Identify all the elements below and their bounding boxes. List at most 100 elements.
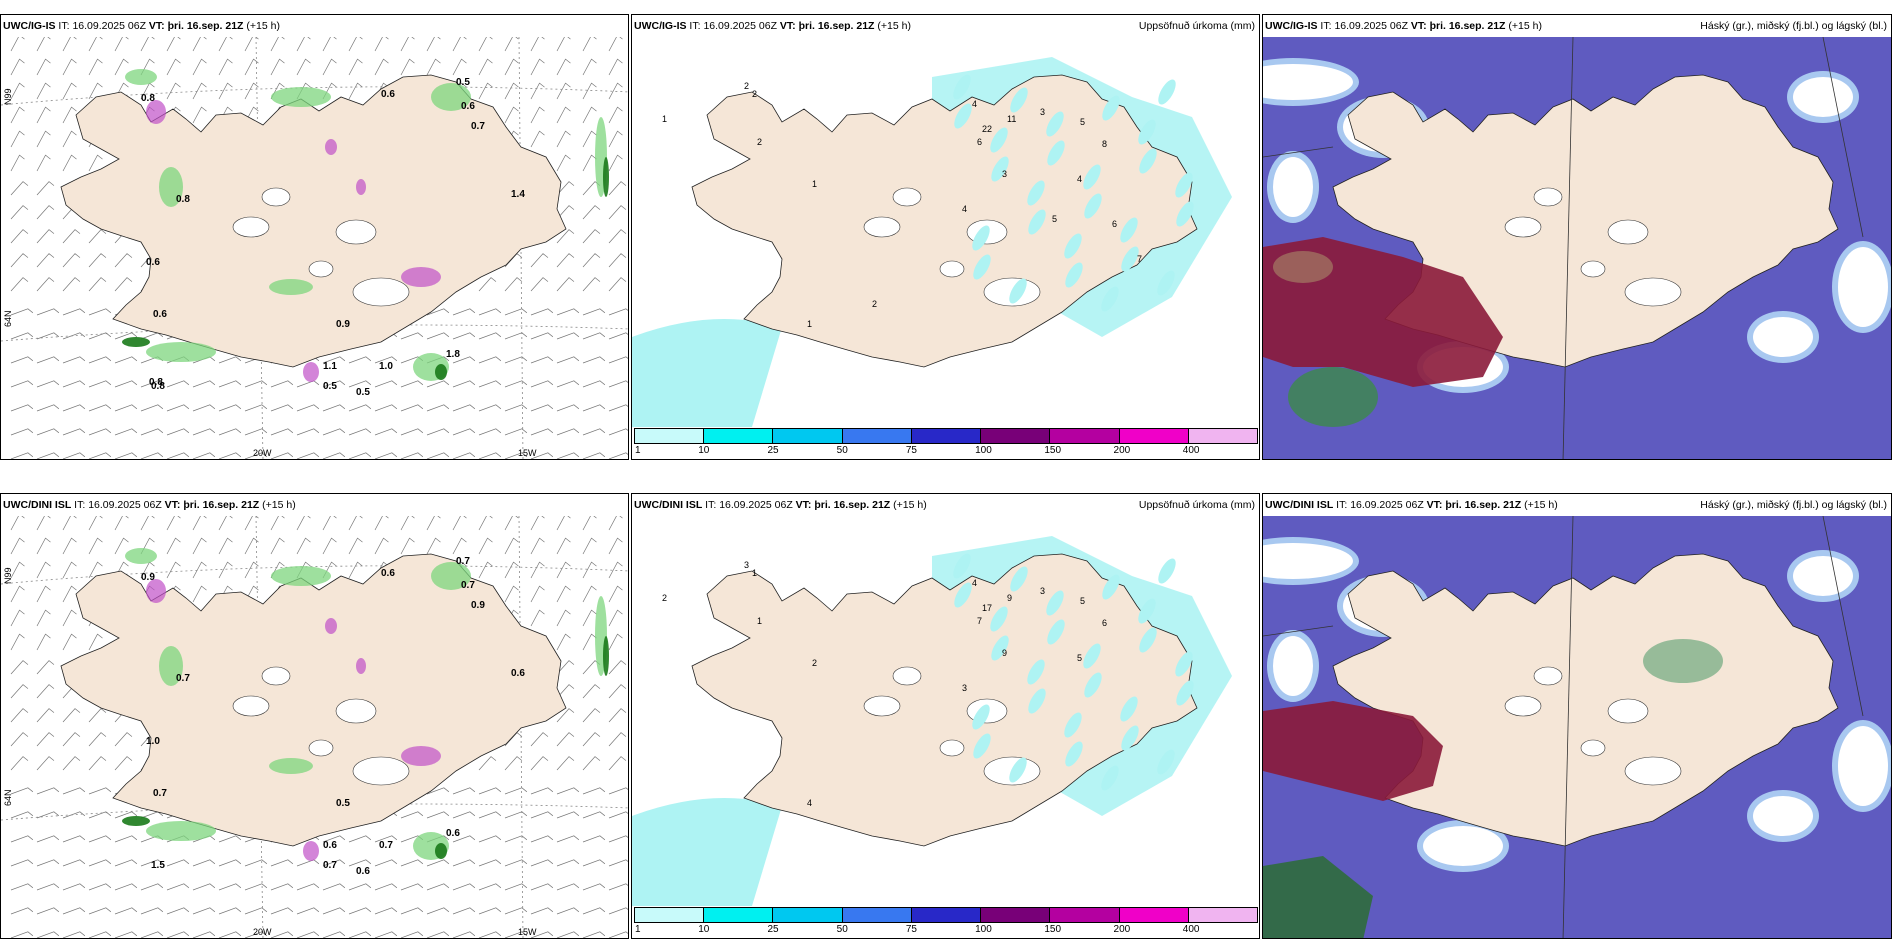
wind-barb (556, 428, 580, 436)
wind-barb (62, 229, 81, 244)
wind-barb (452, 835, 476, 843)
wind-barb (478, 516, 493, 531)
precip-value-label: 3 (962, 683, 967, 693)
colorbar-swatch (1049, 428, 1120, 444)
wind-barb (556, 452, 580, 459)
wind-barb (62, 537, 77, 555)
precip-value-label: 6 (1112, 219, 1117, 229)
wind-barb (140, 404, 164, 412)
wind-barb (10, 633, 25, 651)
precip-value-label: 7 (1137, 254, 1142, 264)
wind-barb (608, 859, 628, 867)
precip-value-label: 9 (1002, 648, 1007, 658)
wind-barb (244, 452, 268, 459)
wind-barb (166, 58, 181, 76)
wind-barb (244, 907, 268, 915)
colorbar-tick-label: 75 (905, 924, 917, 935)
wind-barb (322, 835, 346, 843)
colorbar-tick-label: 10 (698, 445, 710, 456)
iceland-landmass (1332, 553, 1839, 847)
wind-barb (452, 931, 476, 938)
wind-barb (218, 404, 242, 412)
wind-barb (556, 660, 575, 675)
wind-barb (114, 37, 129, 52)
wind-barb (400, 452, 424, 459)
colorbar-swatch (634, 907, 705, 923)
wind-barb (88, 308, 112, 316)
wind-barb (608, 58, 623, 76)
wind-barb (62, 931, 86, 938)
wind-barb (582, 58, 597, 76)
wind-barb (114, 537, 129, 555)
model-name: UWC/DINI ISL (634, 499, 703, 511)
wind-barb (62, 907, 86, 915)
wind-barb (270, 883, 294, 891)
panel-header: UWC/IG-IS IT: 16.09.2025 06Z VT: þri. 16… (632, 15, 1259, 37)
wind-barb (582, 883, 606, 891)
colorbar-swatch (980, 907, 1051, 923)
wind-barb (608, 516, 623, 531)
precip-value-label: 1 (812, 179, 817, 189)
wind-value-label: 0.8 (149, 377, 163, 388)
wind-barb (218, 561, 233, 579)
wind-barb (10, 277, 29, 292)
wind-barb (582, 537, 597, 555)
wind-barb (270, 516, 285, 531)
colorbar-swatch (1118, 428, 1189, 444)
wind-barb (36, 537, 51, 555)
wind-barb (608, 404, 628, 412)
wind-barb (296, 883, 320, 891)
wind-barb (218, 537, 233, 555)
wind-barb (582, 516, 597, 531)
wind-barb (478, 931, 502, 938)
wind-barb (36, 404, 60, 412)
wind-barb (140, 37, 155, 52)
wind-barb (556, 835, 580, 843)
wind-barb (36, 205, 55, 220)
colorbar-swatch (1187, 907, 1258, 923)
wind-barb (244, 883, 268, 891)
wind-barb (218, 356, 242, 364)
wind-barb (504, 516, 519, 531)
wind-barb (556, 708, 575, 723)
wind-barb (192, 380, 216, 388)
panel-cloud-bottom: UWC/DINI ISL IT: 16.09.2025 06Z VT: þri.… (1262, 493, 1892, 939)
wind-value-label: 0.6 (381, 89, 395, 100)
wind-barb (556, 883, 580, 891)
wind-barb (452, 404, 476, 412)
wind-barb (556, 931, 580, 938)
wind-barb (62, 561, 77, 579)
panel-header: UWC/DINI ISL IT: 16.09.2025 06Z VT: þri.… (1263, 494, 1891, 516)
wind-barb (10, 787, 34, 795)
wind-barb (400, 428, 424, 436)
wind-barb (62, 380, 86, 388)
wind-barb (296, 428, 320, 436)
wind-barb (608, 205, 627, 220)
wind-barb (530, 787, 554, 795)
iceland-landmass (691, 553, 1198, 847)
wind-barb (582, 633, 597, 651)
wind-barb (608, 154, 623, 172)
wind-barb (36, 82, 51, 100)
wind-barb (478, 883, 502, 891)
wind-barb (36, 633, 51, 651)
wind-barb (270, 428, 294, 436)
wind-barb (62, 428, 86, 436)
wind-value-label: 1.8 (446, 349, 460, 360)
wind-barb (530, 404, 554, 412)
lead-time: (+15 h) (1508, 20, 1542, 32)
colorbar-tick-label: 150 (1044, 445, 1062, 456)
wind-barb (504, 428, 528, 436)
precip-value-label: 2 (812, 658, 817, 668)
wind-barb (322, 516, 337, 531)
wind-barb (192, 561, 207, 579)
wind-barb (556, 308, 580, 316)
wind-barb (582, 732, 601, 747)
wind-barb (322, 356, 346, 364)
lon-label-15w: 15W (518, 448, 537, 458)
wind-barb (88, 537, 103, 555)
wind-barb (218, 516, 233, 531)
wind-barb (36, 106, 51, 124)
wind-barb (374, 404, 398, 412)
wind-barb (556, 811, 580, 819)
